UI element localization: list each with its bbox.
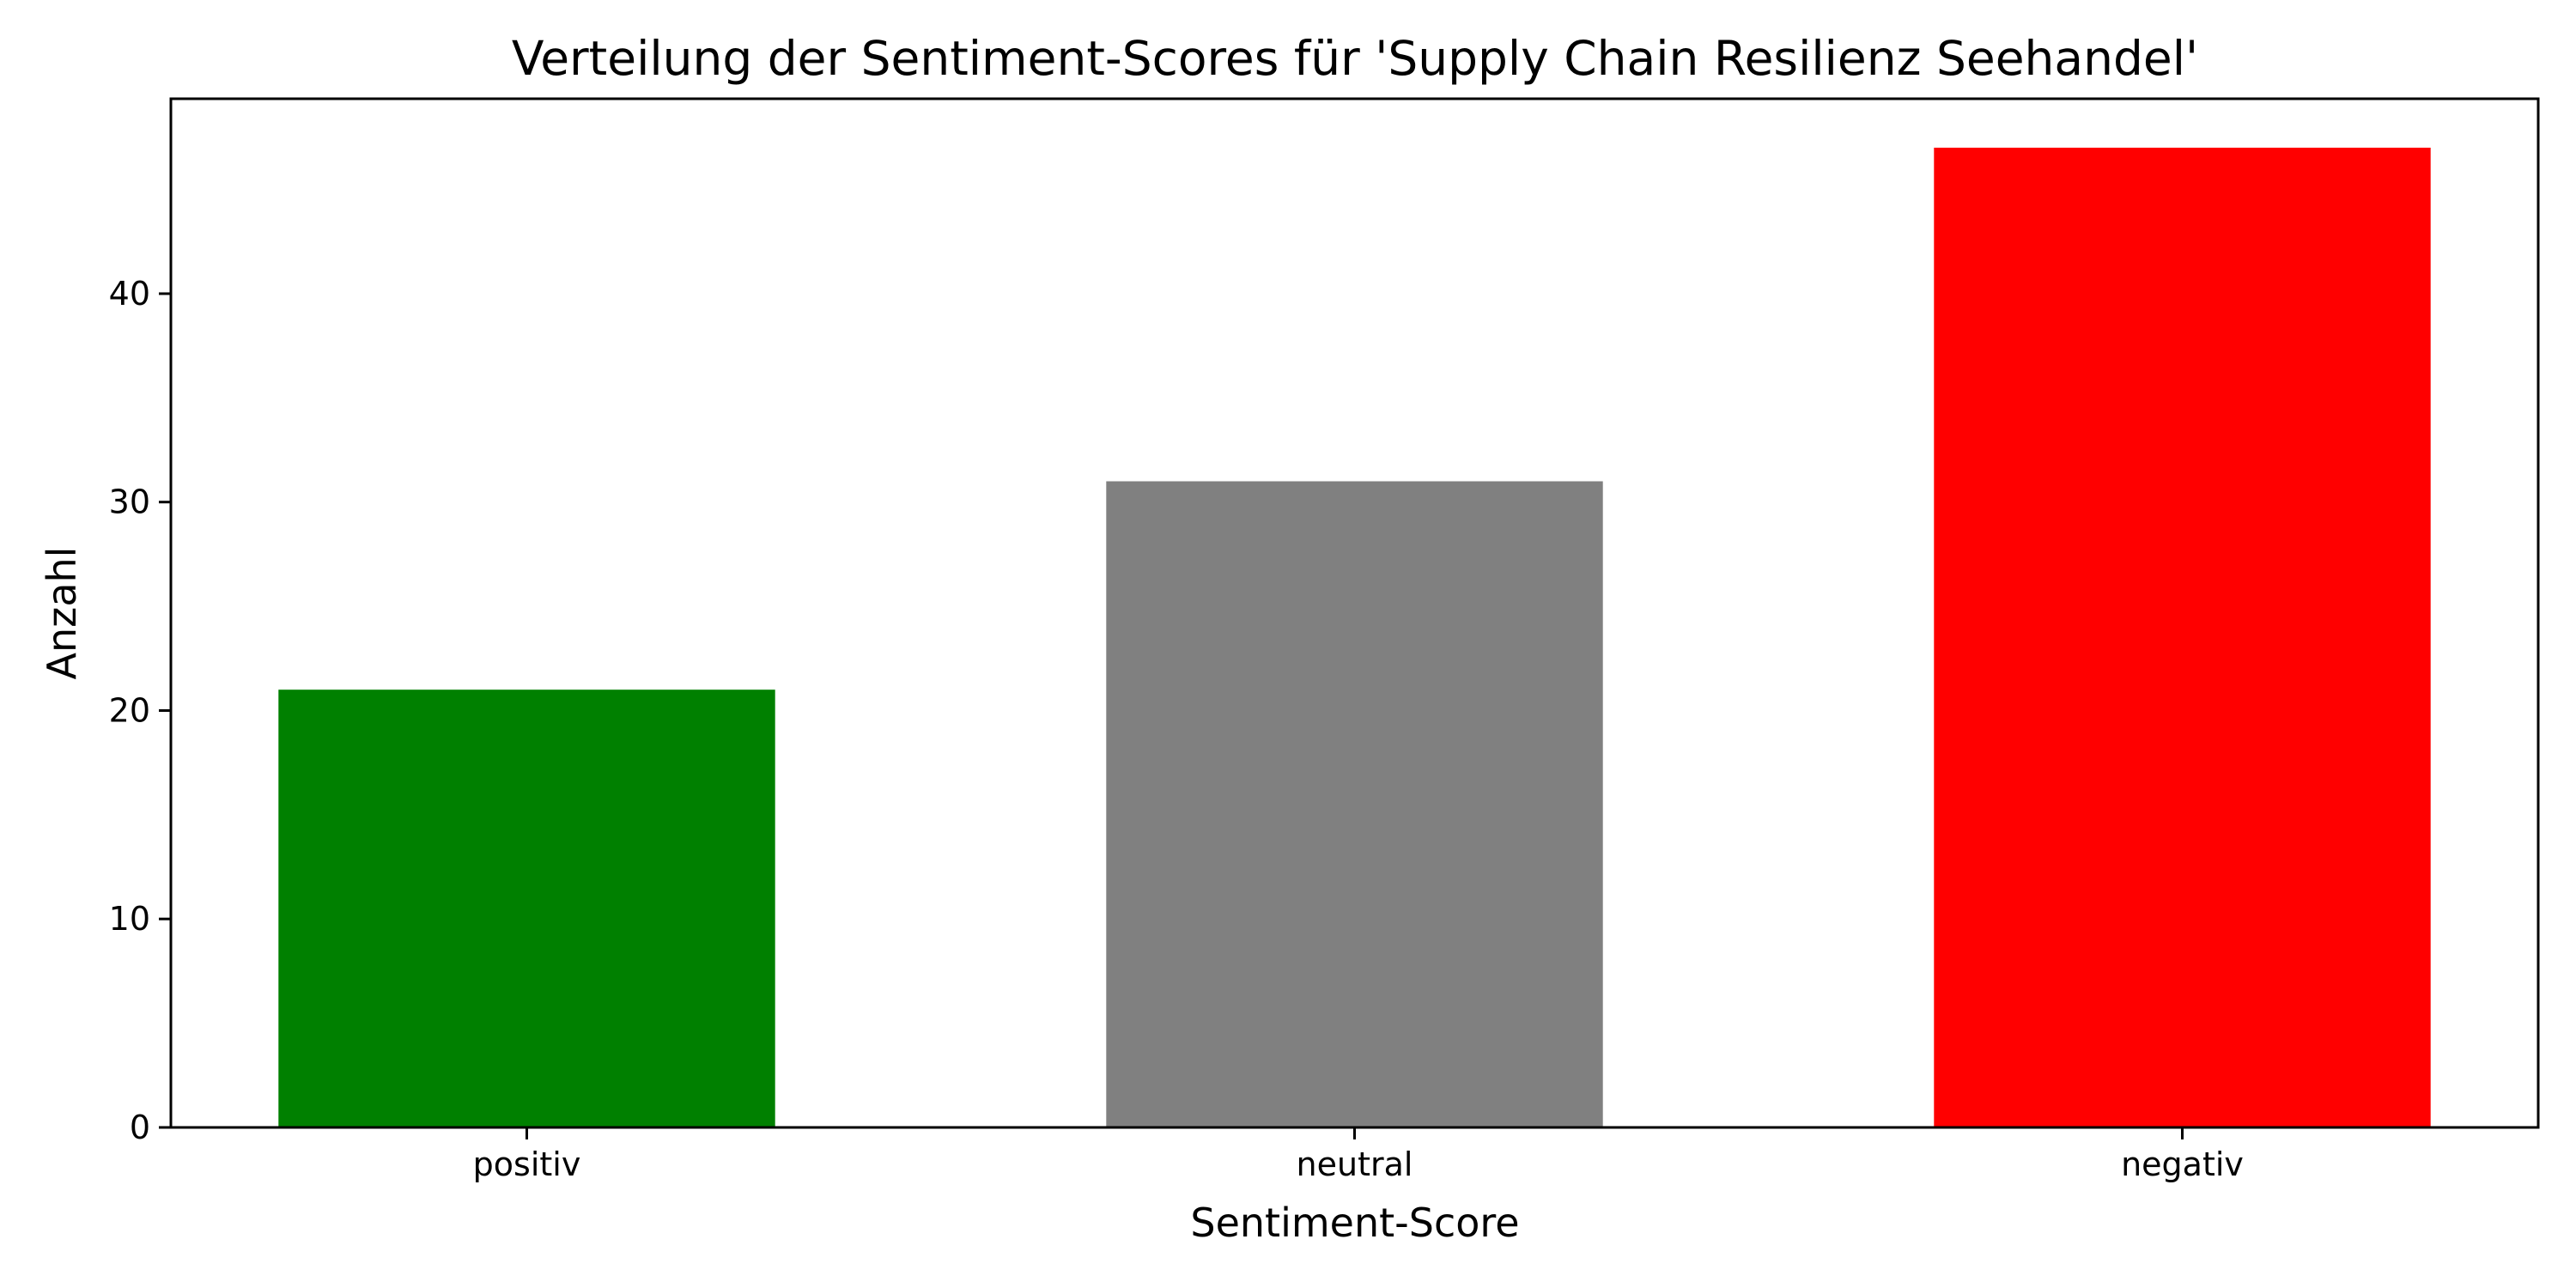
y-axis-label: Anzahl [39,547,85,680]
bars-layer [278,148,2431,1127]
y-tick-label: 20 [109,692,150,730]
y-tick-label: 40 [109,275,150,313]
y-tick-label: 30 [109,483,150,521]
x-axis-ticks: positiv neutral negativ [473,1127,2244,1183]
y-tick-label: 10 [109,900,150,938]
x-tick-label-positiv: positiv [473,1145,581,1183]
chart-title: Verteilung der Sentiment-Scores für 'Sup… [512,31,2198,86]
bar-positiv [278,690,775,1127]
bar-neutral [1106,481,1603,1127]
bar-negativ [1934,148,2431,1127]
x-tick-label-neutral: neutral [1297,1145,1413,1183]
y-axis-ticks: 0 10 20 30 40 [109,275,171,1146]
x-axis-label: Sentiment-Score [1190,1200,1519,1246]
y-tick-label: 0 [130,1109,150,1146]
x-tick-label-negativ: negativ [2121,1145,2244,1183]
